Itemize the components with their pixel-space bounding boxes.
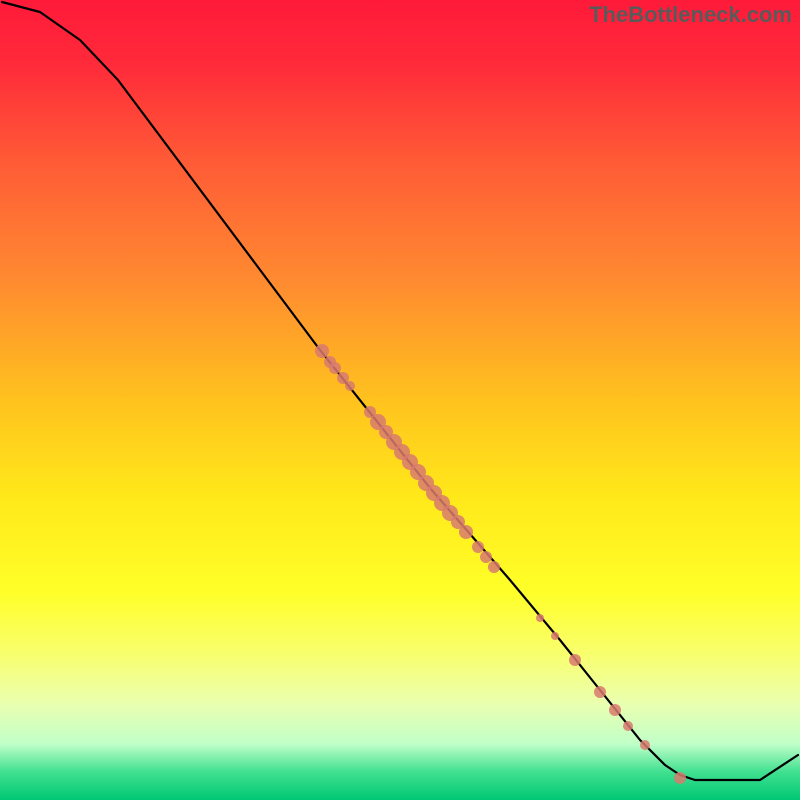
scatter-point	[569, 654, 581, 666]
scatter-point	[315, 344, 329, 358]
scatter-point	[480, 551, 492, 563]
curve-layer	[0, 0, 800, 800]
scatter-point	[472, 541, 484, 553]
scatter-point	[594, 686, 606, 698]
scatter-point	[674, 772, 686, 784]
bottleneck-chart: TheBottleneck.com	[0, 0, 800, 800]
watermark-text: TheBottleneck.com	[589, 2, 792, 28]
scatter-point	[609, 704, 621, 716]
scatter-point	[536, 614, 544, 622]
scatter-point	[623, 721, 633, 731]
scatter-point	[329, 362, 341, 374]
scatter-points	[315, 344, 686, 784]
scatter-point	[640, 740, 650, 750]
bottleneck-curve	[2, 2, 798, 780]
scatter-point	[459, 525, 473, 539]
scatter-point	[488, 561, 500, 573]
scatter-point	[345, 381, 355, 391]
scatter-point	[551, 632, 559, 640]
